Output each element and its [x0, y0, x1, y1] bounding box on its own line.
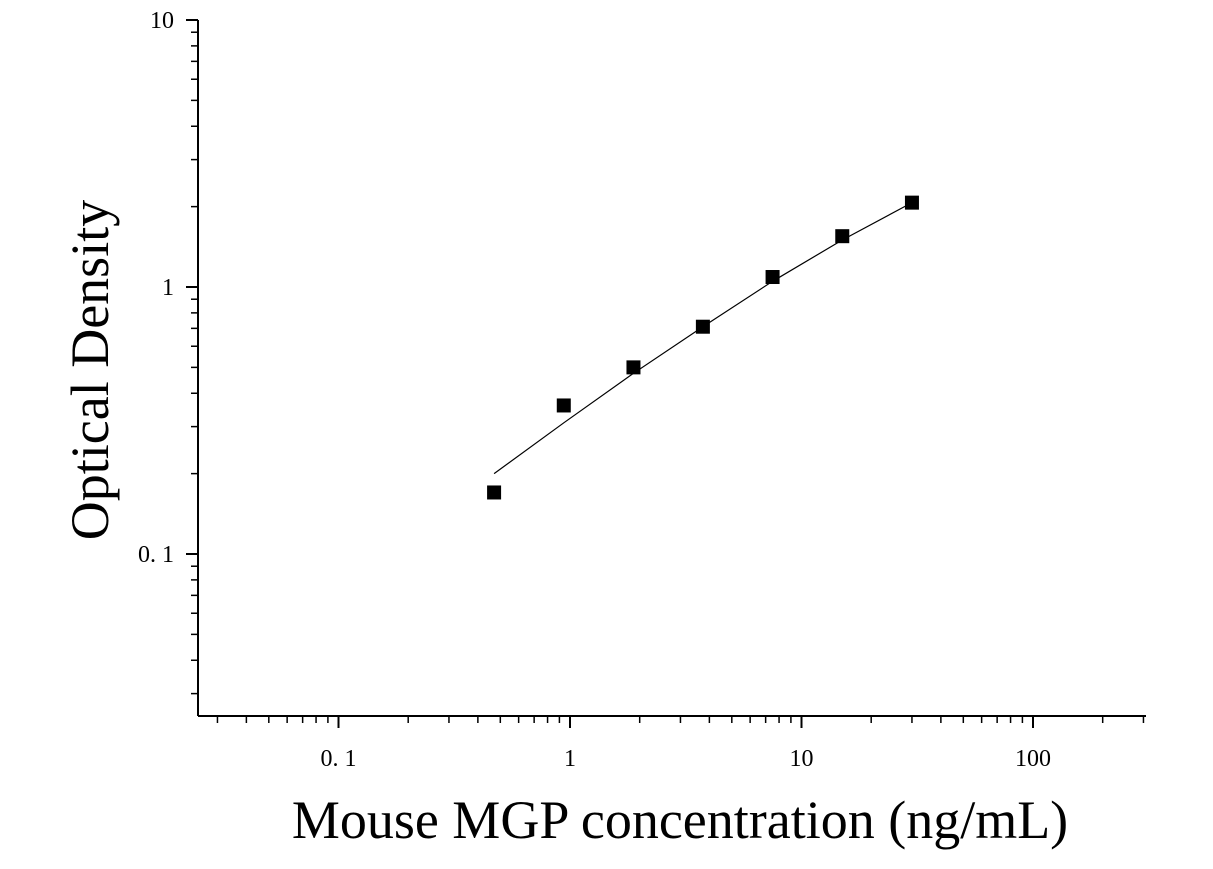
x-tick-label: 10 [790, 746, 814, 772]
fit-curve [493, 202, 913, 475]
axis-major-ticks [186, 19, 1034, 728]
y-axis-title: Optical Density [60, 200, 120, 540]
y-tick-label: 0. 1 [138, 542, 174, 568]
x-tick-label: 1 [564, 746, 576, 772]
data-point [695, 319, 710, 334]
y-tick-label: 10 [150, 8, 174, 34]
data-point [835, 229, 850, 244]
data-point [765, 270, 780, 285]
data-point [556, 398, 571, 413]
data-point [904, 195, 919, 210]
x-tick-label: 0. 1 [321, 746, 357, 772]
data-point [487, 485, 502, 500]
x-tick-label: 100 [1015, 746, 1051, 772]
x-axis-minor-ticks [216, 716, 1145, 723]
y-tick-label: 1 [162, 275, 174, 301]
axis-tick-labels: 0. 1 1 10 0. 1 1 10 100 [138, 8, 1051, 772]
data-point [626, 360, 641, 375]
x-axis-title: Mouse MGP concentration (ng/mL) [292, 790, 1068, 850]
y-axis-minor-ticks [191, 31, 198, 695]
data-points [487, 195, 919, 500]
